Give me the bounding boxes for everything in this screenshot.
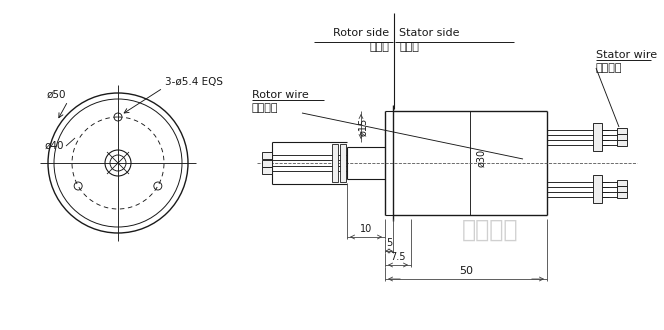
Text: 定子出线: 定子出线 <box>596 63 623 73</box>
Bar <box>262 152 272 159</box>
Bar <box>617 134 627 140</box>
Bar <box>262 159 272 167</box>
Bar <box>617 192 627 198</box>
Bar <box>262 167 272 174</box>
Text: 定子边: 定子边 <box>399 42 419 52</box>
Text: 50: 50 <box>459 266 473 276</box>
Text: ø40: ø40 <box>44 141 64 151</box>
Bar <box>617 180 627 186</box>
Text: 3-ø5.4 EQS: 3-ø5.4 EQS <box>165 77 223 87</box>
Text: 转子边: 转子边 <box>369 42 389 52</box>
Bar <box>340 144 346 182</box>
Text: Rotor side: Rotor side <box>333 28 389 38</box>
Bar <box>593 123 602 151</box>
Bar <box>617 140 627 146</box>
Bar <box>617 128 627 134</box>
Text: Rotor wire: Rotor wire <box>252 90 309 100</box>
Bar <box>617 186 627 192</box>
Text: Stator side: Stator side <box>399 28 459 38</box>
Text: ø30: ø30 <box>476 149 486 167</box>
Text: 5: 5 <box>386 238 392 248</box>
Text: 10: 10 <box>360 224 372 234</box>
Text: ø15: ø15 <box>358 117 368 136</box>
Bar <box>593 175 602 203</box>
Text: Stator wire: Stator wire <box>596 50 657 60</box>
Text: 7.5: 7.5 <box>390 252 406 262</box>
Text: 强和滑环: 强和滑环 <box>461 218 518 242</box>
Text: 转子出线: 转子出线 <box>252 103 278 113</box>
Bar <box>332 144 338 182</box>
Text: ø50: ø50 <box>46 90 66 100</box>
